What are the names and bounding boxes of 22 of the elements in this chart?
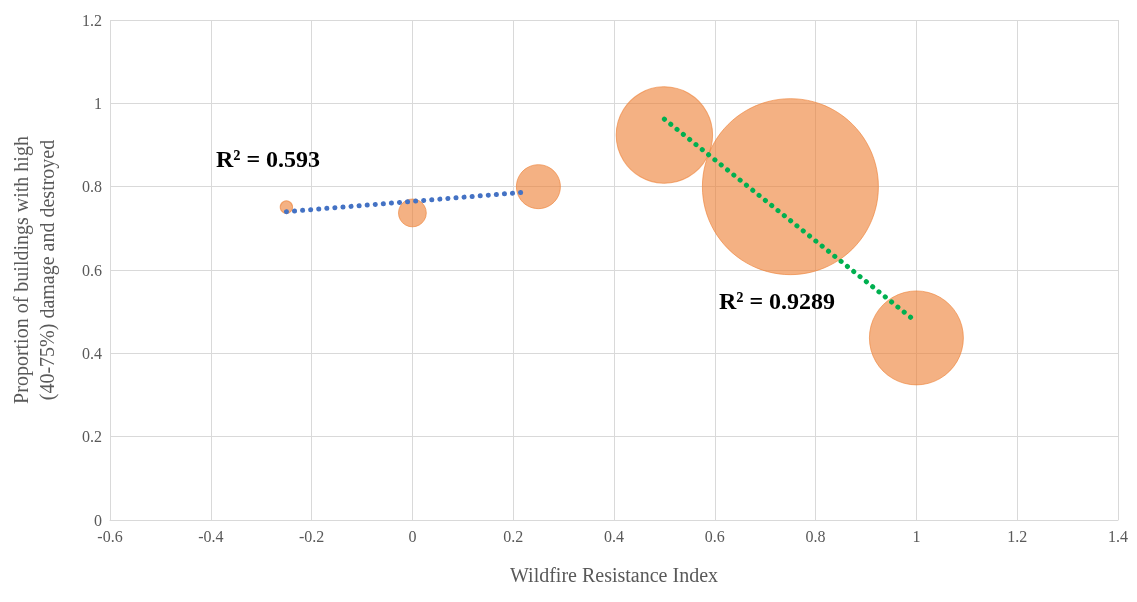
- x-tick-label: 1.2: [1007, 527, 1028, 545]
- x-tick-label: -0.6: [97, 527, 123, 545]
- x-tick-label: 0.4: [604, 527, 624, 545]
- annotation: R² = 0.9289: [718, 288, 836, 314]
- y-tick-label: 0.4: [82, 344, 102, 362]
- x-tick-label: 0.8: [805, 527, 826, 545]
- x-tick-label: -0.4: [198, 527, 224, 545]
- x-tick-label: 1: [912, 527, 921, 545]
- y-tick-label: 1: [94, 94, 102, 112]
- x-tick-label: 1.4: [1108, 527, 1128, 545]
- y-tick-label: 0.8: [82, 178, 102, 196]
- x-tick-label: 0: [408, 527, 417, 545]
- y-tick-label: 1.2: [82, 11, 102, 29]
- x-tick-label: -0.2: [298, 527, 325, 545]
- y-tick-label: 0.6: [82, 261, 102, 279]
- x-tick-label: 0.6: [704, 527, 725, 545]
- y-axis-title: Proportion of buildings with high (40-75%) damage and destroyed: [10, 136, 59, 404]
- y-tick-label: 0: [94, 511, 102, 529]
- x-axis-title: Wildfire Resistance Index: [509, 564, 719, 586]
- y-tick-label: 0.2: [82, 428, 102, 446]
- annotation: R² = 0.593: [215, 146, 321, 172]
- x-tick-label: 0.2: [503, 527, 524, 545]
